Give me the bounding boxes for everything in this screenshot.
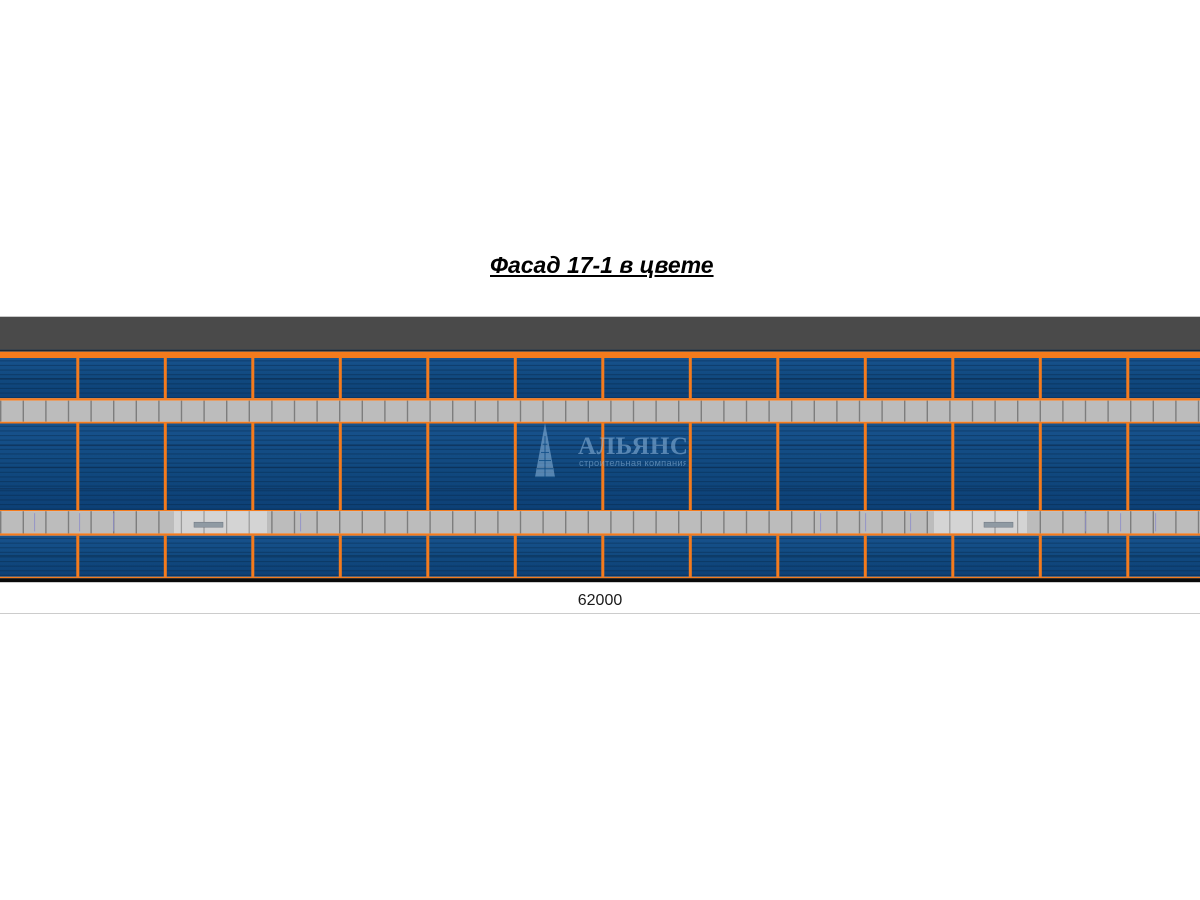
svg-text:строительная компания: строительная компания <box>579 458 686 468</box>
svg-text:АЛЬЯНС: АЛЬЯНС <box>578 433 686 460</box>
